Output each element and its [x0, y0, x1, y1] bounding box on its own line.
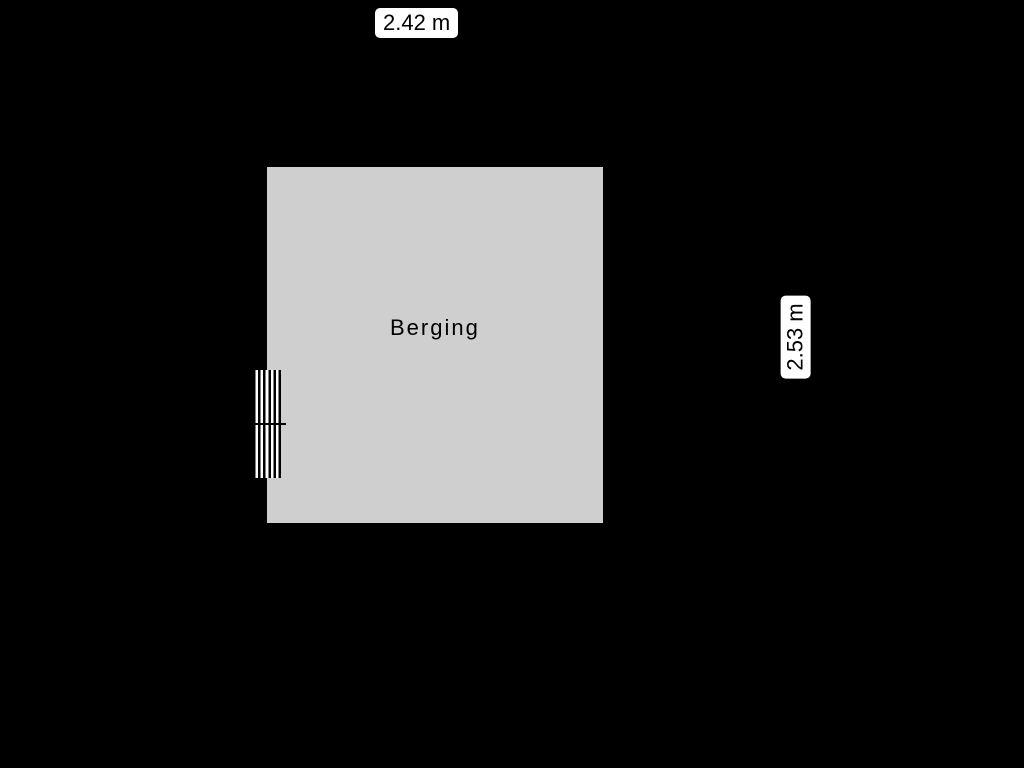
room-berging: Berging — [265, 165, 605, 525]
door-center-tick — [248, 423, 286, 425]
floorplan-canvas: Berging 2.42 m 2.53 m — [0, 0, 1024, 768]
room-label: Berging — [390, 315, 480, 341]
dimension-width-label: 2.42 m — [375, 8, 458, 38]
dimension-height-label: 2.53 m — [781, 295, 811, 378]
